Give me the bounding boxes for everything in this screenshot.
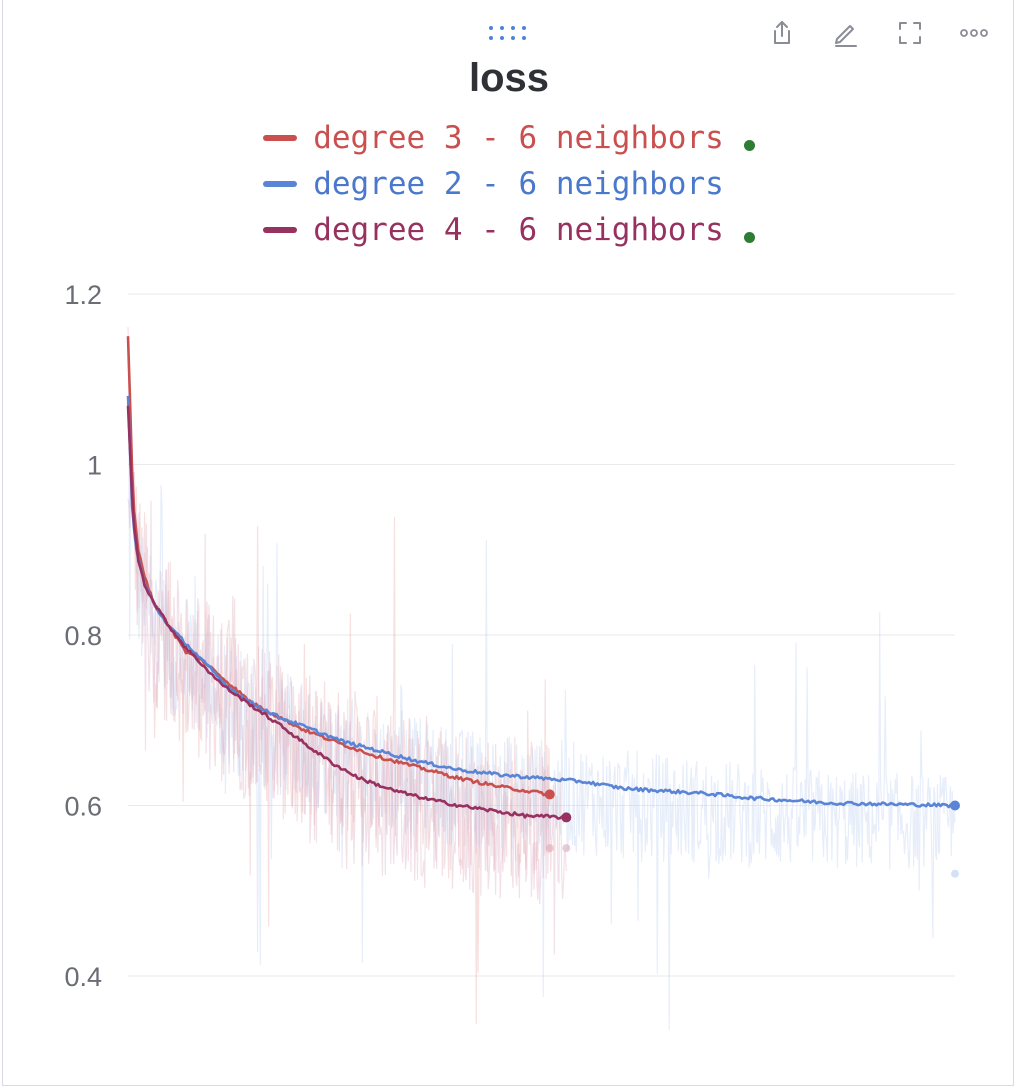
series-raw-2 (127, 402, 956, 1030)
y-tick-label: 0.8 (64, 621, 102, 651)
series-raw-3 (127, 402, 567, 955)
legend-status-dot (743, 139, 755, 151)
legend-item-degree-2[interactable]: degree 2 - 6 neighbors (0, 162, 1018, 206)
legend-label: degree 2 - 6 neighbors (313, 166, 724, 202)
share-icon[interactable] (765, 16, 799, 50)
series-endpoint-3 (561, 812, 572, 823)
legend-item-degree-4[interactable]: degree 4 - 6 neighbors (0, 208, 1018, 252)
series-raw-endpoint-1 (545, 844, 554, 853)
chart-title: loss (468, 56, 550, 100)
legend-swatch (263, 181, 298, 187)
y-tick-label: 0.4 (64, 962, 102, 992)
y-tick-label: 1.2 (64, 280, 102, 310)
y-tick-label: 1 (87, 451, 102, 481)
edit-icon[interactable] (829, 16, 863, 50)
series-line-2 (126, 395, 956, 809)
series-endpoint-2 (950, 800, 960, 811)
drag-handle-icon[interactable] (486, 24, 532, 44)
legend-item-degree-3[interactable]: degree 3 - 6 neighbors (0, 116, 1018, 160)
series-raw-endpoint-2 (951, 869, 959, 878)
legend-label: degree 3 - 6 neighbors (313, 120, 724, 156)
more-options-icon[interactable] (957, 16, 991, 50)
series-endpoint-1 (544, 789, 555, 800)
legend-label: degree 4 - 6 neighbors (313, 212, 724, 248)
legend-swatch (263, 135, 298, 141)
series-raw-endpoint-3 (562, 844, 571, 853)
y-tick-label: 0.6 (64, 792, 102, 822)
fullscreen-icon[interactable] (893, 16, 927, 50)
series-line-3 (126, 405, 567, 820)
legend-status-dot (743, 231, 755, 243)
legend-swatch (263, 227, 298, 233)
